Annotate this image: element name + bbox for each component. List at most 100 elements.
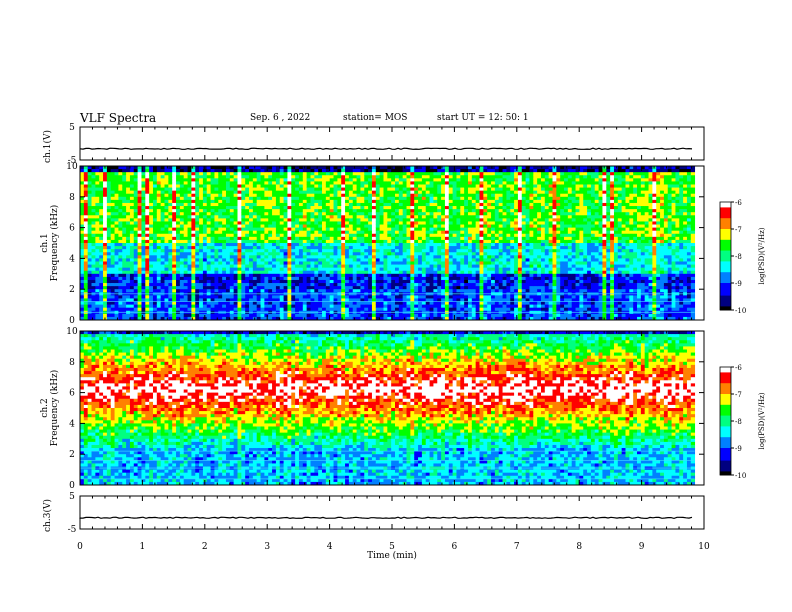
- ch1-spectrogram-cell: [356, 255, 361, 259]
- ch1-spectrogram-cell: [402, 255, 407, 259]
- ch1-spectrogram-cell: [298, 267, 304, 272]
- ch1-spectrogram-cell: [314, 270, 319, 275]
- ch1-spectrogram-cell: [360, 273, 365, 278]
- ch1-spectrogram-cell: [406, 175, 411, 179]
- ch1-spectrogram-cell: [210, 199, 215, 204]
- ch1-spectrogram-cell: [341, 258, 346, 262]
- ch1-spectrogram-cell: [199, 283, 204, 287]
- ch1-spectrogram-cell: [129, 289, 135, 293]
- ch1-spectrogram-cell: [156, 246, 162, 250]
- ch1-spectrogram-cell: [191, 175, 196, 179]
- ch1-spectrogram-cell: [191, 276, 196, 281]
- ch1-spectrogram-cell: [437, 258, 442, 262]
- ch1-spectrogram-cell: [383, 289, 388, 293]
- ch1-spectrogram-cell: [433, 261, 438, 265]
- ch1-spectrogram-cell: [318, 230, 323, 235]
- ch1-spectrogram-cell: [122, 264, 127, 269]
- ch1-spectrogram-cell: [206, 196, 212, 201]
- ch1-spectrogram-cell: [206, 313, 212, 318]
- ch1-spectrogram-cell: [87, 258, 92, 262]
- ch1-spectrogram-cell: [191, 249, 196, 253]
- ch1-spectrogram-cell: [314, 187, 319, 192]
- ch1-spectrogram-cell: [83, 169, 89, 173]
- ch1-spectrogram-cell: [206, 301, 212, 305]
- ch1-spectrogram-cell: [252, 190, 258, 195]
- ch1-spectrogram-cell: [87, 190, 92, 195]
- ch1-spectrogram-cell: [137, 267, 142, 272]
- ch1-spectrogram-cell: [87, 255, 92, 259]
- ch1-spectrogram-cell: [264, 221, 269, 225]
- ch1-spectrogram-cell: [421, 264, 427, 269]
- ch1-spectrogram-cell: [99, 215, 104, 219]
- ch1-spectrogram-cell: [229, 184, 235, 188]
- ch1-spectrogram-cell: [129, 286, 135, 290]
- ch1-spectrogram-cell: [318, 187, 323, 192]
- ch1-spectrogram-cell: [402, 233, 407, 238]
- ch1-spectrogram-cell: [114, 212, 119, 216]
- ch1-spectrogram-cell: [329, 209, 334, 213]
- ch1-spectrogram-cell: [452, 279, 457, 284]
- ch1-spectrogram-cell: [152, 276, 158, 281]
- ch1-spectrogram-cell: [122, 255, 127, 259]
- ch1-spectrogram-cell: [329, 193, 334, 198]
- ch1-spectrogram-cell: [103, 224, 108, 228]
- ch1-spectrogram-cell: [375, 178, 381, 182]
- ch1-spectrogram-cell: [441, 243, 446, 247]
- ch1-spectrogram-cell: [199, 178, 204, 182]
- ch1-spectrogram-cell: [298, 239, 304, 244]
- ch1-spectrogram-cell: [375, 304, 381, 309]
- ch1-spectrogram-cell: [129, 206, 135, 210]
- ch1-spectrogram-cell: [406, 255, 411, 259]
- ch1-spectrogram-cell: [279, 224, 284, 228]
- ch1-spectrogram-cell: [298, 215, 304, 219]
- ch1-spectrogram-cell: [210, 209, 215, 213]
- ch1-spectrogram-cell: [275, 286, 281, 290]
- ch1-spectrogram-cell: [268, 221, 273, 225]
- ch1-spectrogram-cell: [214, 193, 219, 198]
- ch1-spectrogram-cell: [214, 209, 219, 213]
- ch1-spectrogram-cell: [126, 267, 131, 272]
- ch1-spectrogram-cell: [106, 273, 112, 278]
- ch1-spectrogram-cell: [225, 190, 231, 195]
- ch1-spectrogram-cell: [337, 212, 342, 216]
- ch1-spectrogram-cell: [295, 246, 300, 250]
- ch1-spectrogram-cell: [237, 249, 242, 253]
- ch1-spectrogram-cell: [456, 178, 461, 182]
- ch1-spectrogram-cell: [341, 212, 346, 216]
- ch1-spectrogram-cell: [329, 301, 334, 305]
- ch1-spectrogram-cell: [145, 172, 150, 176]
- ch1-spectrogram-cell: [433, 221, 438, 225]
- ch1-spectrogram-cell: [241, 246, 246, 250]
- ch1-spectrogram-cell: [237, 233, 242, 238]
- ch1-spectrogram-cell: [118, 258, 123, 262]
- ch1-spectrogram-cell: [195, 304, 200, 309]
- ch1-spectrogram-cell: [268, 255, 273, 259]
- ch1-spectrogram-cell: [287, 289, 292, 293]
- ch1-spectrogram-cell: [187, 295, 192, 299]
- ch1-spectrogram-cell: [91, 301, 96, 305]
- ch1-spectrogram-cell: [418, 172, 423, 176]
- ch1-spectrogram-cell: [233, 295, 238, 299]
- ch1-spectrogram-cell: [275, 304, 281, 309]
- ch1-spectrogram-cell: [202, 301, 208, 305]
- ch1-spectrogram-cell: [371, 261, 377, 265]
- ch1-spectrogram-cell: [218, 215, 223, 219]
- ch1-spectrogram-cell: [214, 181, 219, 185]
- ch1-spectrogram-cell: [406, 304, 411, 309]
- ch1-spectrogram-cell: [298, 181, 304, 185]
- ch1-spectrogram-cell: [341, 304, 346, 309]
- ch1-spectrogram-cell: [279, 206, 284, 210]
- ch1-spectrogram-cell: [329, 224, 334, 228]
- ch1-spectrogram-cell: [272, 169, 277, 173]
- ch1-spectrogram-cell: [298, 209, 304, 213]
- ch1-spectrogram-cell: [406, 295, 411, 299]
- ch1-spectrogram-cell: [183, 206, 188, 210]
- ch1-spectrogram-cell: [233, 215, 238, 219]
- ch1-spectrogram-cell: [371, 243, 377, 247]
- ch1-spectrogram-cell: [179, 261, 185, 265]
- ch1-spectrogram-cell: [275, 295, 281, 299]
- ch1-spectrogram-cell: [206, 298, 212, 302]
- ch1-spectrogram-cell: [329, 316, 334, 321]
- ch1-spectrogram-cell: [191, 227, 196, 232]
- ch1-spectrogram-cell: [210, 261, 215, 265]
